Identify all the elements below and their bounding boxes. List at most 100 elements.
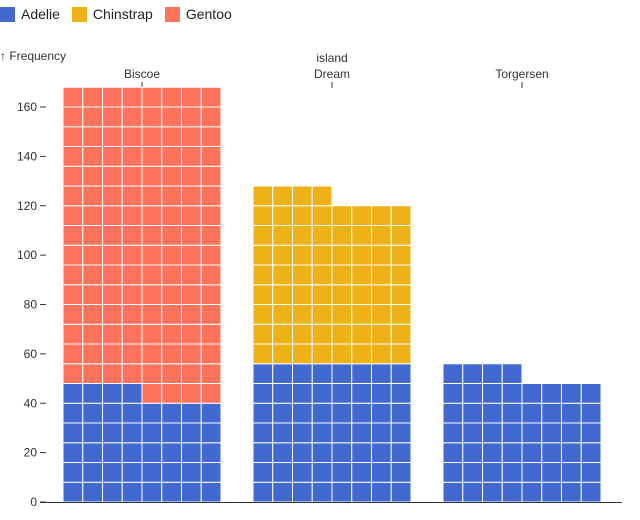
waffle-cell-gentoo bbox=[62, 323, 84, 345]
waffle-cell-chinstrap bbox=[331, 323, 353, 345]
waffle-cell-adelie bbox=[121, 422, 143, 444]
waffle-cell-gentoo bbox=[102, 165, 123, 187]
waffle-cell-gentoo bbox=[161, 343, 182, 365]
waffle-cell-chinstrap bbox=[351, 284, 372, 305]
waffle-cell-gentoo bbox=[161, 383, 182, 404]
waffle-cell-chinstrap bbox=[390, 244, 412, 266]
waffle-cell-gentoo bbox=[82, 185, 103, 207]
waffle-cell-gentoo bbox=[181, 205, 202, 226]
waffle-cell-chinstrap bbox=[351, 205, 372, 226]
waffle-cell-adelie bbox=[351, 363, 372, 384]
waffle-cell-gentoo bbox=[200, 363, 222, 384]
waffle-cell-chinstrap bbox=[311, 343, 333, 365]
waffle-cell-chinstrap bbox=[292, 264, 313, 286]
waffle-cell-adelie bbox=[252, 442, 274, 463]
waffle-cell-chinstrap bbox=[272, 185, 293, 207]
waffle-cell-gentoo bbox=[62, 244, 84, 266]
legend-swatch-gentoo bbox=[164, 6, 180, 22]
waffle-cell-adelie bbox=[442, 481, 464, 503]
y-tick-label: 140 bbox=[17, 149, 37, 163]
waffle-cell-gentoo bbox=[121, 284, 143, 305]
waffle-cell-gentoo bbox=[121, 146, 143, 167]
waffle-cell-adelie bbox=[462, 442, 483, 463]
waffle-cell-gentoo bbox=[121, 323, 143, 345]
waffle-cell-gentoo bbox=[102, 244, 123, 266]
waffle-cell-adelie bbox=[501, 422, 523, 444]
waffle-cell-gentoo bbox=[141, 363, 163, 384]
waffle-cell-adelie bbox=[200, 422, 222, 444]
waffle-cell-chinstrap bbox=[390, 343, 412, 365]
waffle-cell-chinstrap bbox=[272, 264, 293, 286]
waffle-cell-chinstrap bbox=[390, 323, 412, 345]
waffle-cell-adelie bbox=[580, 442, 602, 463]
waffle-cell-adelie bbox=[482, 462, 503, 483]
waffle-cell-gentoo bbox=[181, 264, 202, 286]
waffle-cell-gentoo bbox=[200, 383, 222, 404]
waffle-cell-adelie bbox=[141, 481, 163, 503]
waffle-cell-adelie bbox=[331, 422, 353, 444]
waffle-cell-gentoo bbox=[62, 284, 84, 305]
waffle-cell-gentoo bbox=[141, 244, 163, 266]
waffle-cell-adelie bbox=[482, 383, 503, 404]
legend-swatch-chinstrap bbox=[71, 6, 87, 22]
waffle-cell-adelie bbox=[82, 422, 103, 444]
waffle-cell-adelie bbox=[200, 402, 222, 424]
waffle-cell-chinstrap bbox=[390, 264, 412, 286]
waffle-cell-adelie bbox=[331, 383, 353, 404]
waffle-cell-chinstrap bbox=[351, 225, 372, 246]
legend: Adelie Chinstrap Gentoo bbox=[0, 6, 232, 22]
waffle-cell-gentoo bbox=[200, 244, 222, 266]
waffle-cell-adelie bbox=[371, 363, 392, 384]
waffle-cell-gentoo bbox=[141, 304, 163, 325]
waffle-cell-adelie bbox=[181, 422, 202, 444]
waffle-cell-gentoo bbox=[200, 264, 222, 286]
waffle-cell-gentoo bbox=[82, 205, 103, 226]
waffle-cell-gentoo bbox=[62, 225, 84, 246]
waffle-cell-gentoo bbox=[82, 106, 103, 128]
waffle-cell-adelie bbox=[331, 363, 353, 384]
waffle-cell-chinstrap bbox=[272, 304, 293, 325]
waffle-cell-adelie bbox=[82, 383, 103, 404]
waffle-cell-adelie bbox=[371, 481, 392, 503]
waffle-cell-chinstrap bbox=[311, 284, 333, 305]
waffle-cell-adelie bbox=[82, 442, 103, 463]
waffle-cell-chinstrap bbox=[252, 323, 274, 345]
y-axis-label: ↑ Frequency bbox=[0, 49, 66, 63]
waffle-cell-adelie bbox=[580, 481, 602, 503]
waffle-cell-gentoo bbox=[161, 244, 182, 266]
waffle-cell-gentoo bbox=[200, 323, 222, 345]
waffle-cell-gentoo bbox=[141, 284, 163, 305]
waffle-cell-chinstrap bbox=[371, 284, 392, 305]
waffle-cell-chinstrap bbox=[272, 343, 293, 365]
waffle-cell-gentoo bbox=[121, 86, 143, 108]
waffle-cell-chinstrap bbox=[311, 205, 333, 226]
waffle-cell-adelie bbox=[121, 442, 143, 463]
waffle-cell-adelie bbox=[161, 402, 182, 424]
waffle-cell-adelie bbox=[501, 383, 523, 404]
y-tick-label: 40 bbox=[24, 396, 38, 410]
waffle-cell-gentoo bbox=[102, 284, 123, 305]
waffle-cell-adelie bbox=[501, 442, 523, 463]
waffle-cell-adelie bbox=[62, 402, 84, 424]
waffle-cell-gentoo bbox=[181, 343, 202, 365]
waffle-cell-gentoo bbox=[161, 363, 182, 384]
waffle-cell-chinstrap bbox=[252, 244, 274, 266]
waffle-cell-adelie bbox=[272, 363, 293, 384]
waffle-cell-chinstrap bbox=[292, 185, 313, 207]
waffle-cell-adelie bbox=[390, 363, 412, 384]
waffle-cell-chinstrap bbox=[371, 323, 392, 345]
waffle-cell-adelie bbox=[541, 481, 562, 503]
waffle-cell-gentoo bbox=[200, 304, 222, 325]
legend-label-adelie: Adelie bbox=[21, 6, 60, 22]
waffle-cell-adelie bbox=[521, 402, 543, 424]
waffle-cell-adelie bbox=[62, 442, 84, 463]
waffle-cell-adelie bbox=[390, 442, 412, 463]
waffle-cell-adelie bbox=[331, 481, 353, 503]
waffle-cell-adelie bbox=[252, 363, 274, 384]
waffle-cell-adelie bbox=[311, 481, 333, 503]
waffle-cell-adelie bbox=[311, 422, 333, 444]
waffle-cell-adelie bbox=[351, 383, 372, 404]
waffle-cell-adelie bbox=[561, 462, 582, 483]
waffle-cell-gentoo bbox=[141, 185, 163, 207]
